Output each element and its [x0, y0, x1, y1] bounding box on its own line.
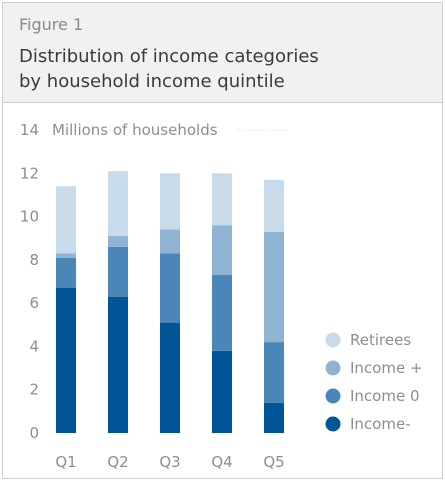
y-tick-label: 8: [29, 251, 39, 269]
bar-segment: [264, 231, 284, 343]
bar-segment: [160, 322, 180, 433]
figure-title: Distribution of income categories by hou…: [19, 44, 419, 94]
figure-label: Figure 1: [19, 15, 84, 34]
bar-segment: [264, 402, 284, 433]
bar-segment: [160, 173, 180, 230]
y-tick-label: 0: [29, 424, 39, 442]
x-tick-label: Q4: [211, 453, 232, 471]
legend-label: Income 0: [350, 387, 420, 405]
bar-segment: [108, 246, 128, 297]
legend-marker: [325, 416, 341, 432]
y-tick-label: 6: [29, 294, 39, 312]
figure-title-line-1: Distribution of income categories: [19, 46, 319, 67]
x-tick-label: Q1: [55, 453, 76, 471]
x-tick-label: Q5: [263, 453, 284, 471]
bar-segment: [264, 342, 284, 403]
x-tick-label: Q3: [159, 453, 180, 471]
legend-label: Income +: [350, 359, 423, 377]
y-tick-label: 12: [20, 164, 39, 182]
bar-segment: [160, 253, 180, 323]
bar-segment: [56, 287, 76, 433]
bar-segment: [160, 229, 180, 254]
bar-segment: [108, 296, 128, 433]
y-axis-label: Millions of households: [52, 121, 218, 139]
bar-segment: [212, 225, 232, 276]
legend-marker: [325, 360, 341, 376]
bar-segment: [264, 179, 284, 232]
legend-marker: [325, 332, 341, 348]
figure-title-line-2: by household income quintile: [19, 71, 285, 92]
y-tick-label: 10: [20, 208, 39, 226]
bar-segment: [56, 253, 76, 258]
bar-segment: [56, 257, 76, 288]
x-tick-label: Q2: [107, 453, 128, 471]
legend-marker: [325, 388, 341, 404]
bar-segment: [108, 171, 128, 237]
figure-header: Figure 1 Distribution of income categori…: [3, 3, 442, 103]
legend-label: Retirees: [350, 331, 411, 349]
bar-segment: [212, 275, 232, 351]
bar-segment: [56, 186, 76, 254]
bar-segment: [212, 350, 232, 433]
legend-label: Income-: [350, 415, 411, 433]
y-tick-label: 4: [29, 337, 39, 355]
y-tick-label: 14: [20, 121, 39, 139]
bar-segment: [212, 173, 232, 226]
bar-segment: [108, 236, 128, 247]
y-tick-label: 2: [29, 381, 39, 399]
